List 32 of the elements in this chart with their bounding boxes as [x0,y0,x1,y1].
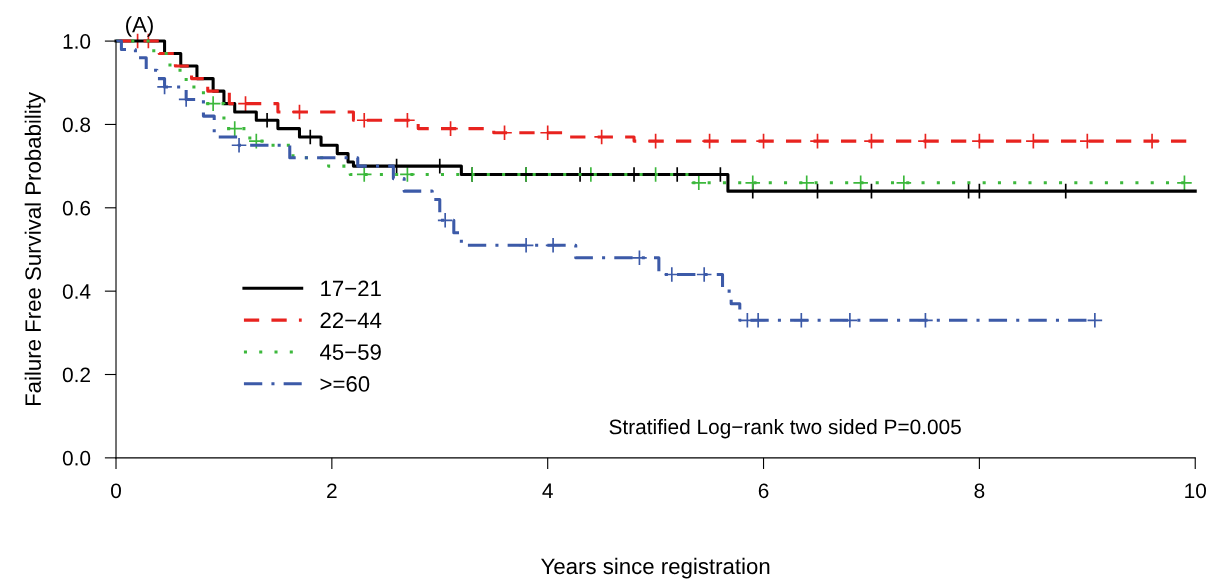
point [437,212,454,229]
y-tick-label: 0.0 [62,450,91,466]
point [248,132,265,150]
point [852,174,869,191]
x-tick-label: 2 [327,483,337,498]
x-tick-label: 6 [758,483,769,499]
x-tick-label: 8 [974,483,985,499]
point [744,174,761,191]
point [696,266,713,283]
y-tick-label: 0.6 [62,200,91,216]
point [631,249,648,266]
annotation: Stratified Log−rank two sided P=0.005 [609,418,961,439]
point [895,174,912,191]
legend-label: 17−21 [321,280,381,297]
x-tick-label: 0 [111,483,121,499]
legend-label: 22−44 [320,312,382,328]
point [1176,174,1193,191]
y-axis-title: Failure Free Survival Probability [24,92,46,406]
y-tick-label: 1.0 [63,34,91,49]
x-tick-label: 10 [1185,483,1207,499]
point [399,166,416,183]
point [230,137,248,154]
x-tick-label: 4 [542,483,553,498]
y-tick-label: 0.2 [62,367,90,383]
y-tick-label: 0.8 [62,117,91,133]
point [1086,312,1103,329]
point [356,166,373,183]
y-tick-label: 0.4 [62,284,91,299]
legend-label: 45−59 [320,344,381,360]
text: (A) [126,16,153,37]
legend-label: >=60 [320,376,370,392]
x-axis-title: Years since registration [541,557,770,579]
